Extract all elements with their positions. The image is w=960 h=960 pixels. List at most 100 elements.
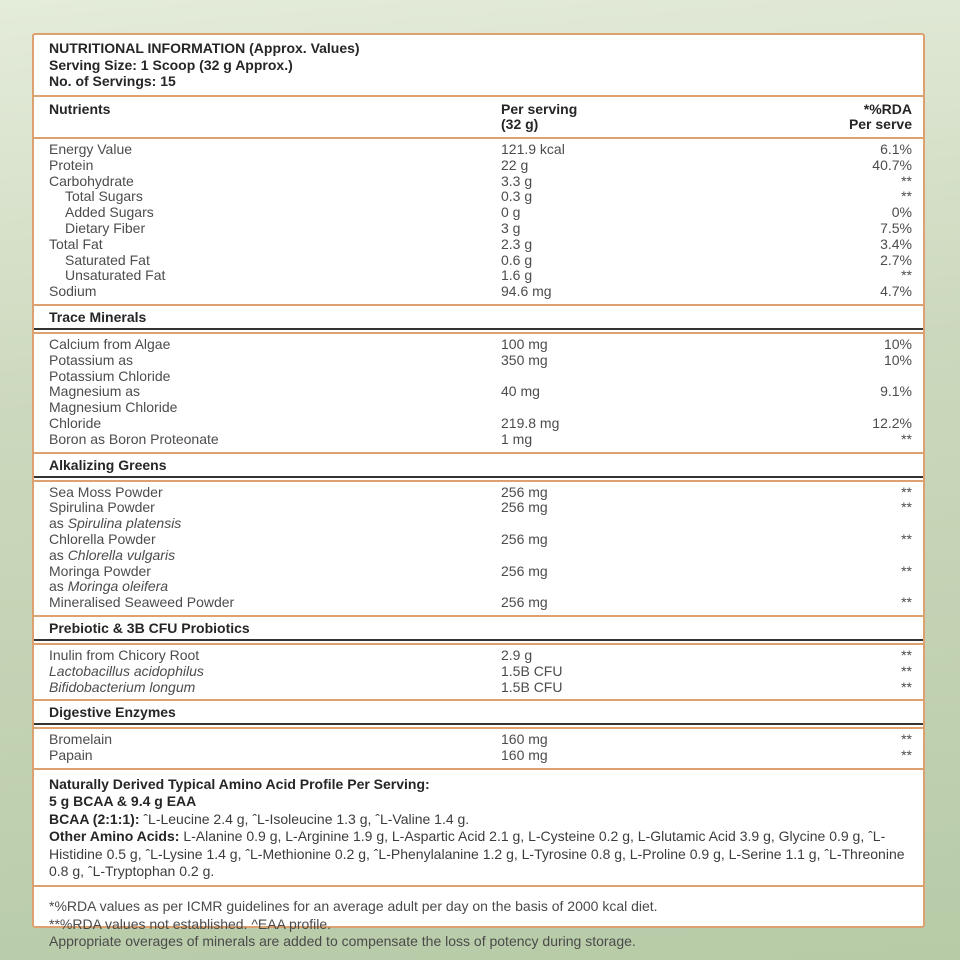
nutrient-rda: 2.7% [880,251,912,268]
nutrient-value: 22 g [501,156,529,173]
section-header: Trace Minerals [34,306,923,335]
nutrient-rda: ** [901,172,912,189]
nutrient-name-line: Magnesium as [49,383,141,400]
nutrient-rda: ** [901,483,912,500]
table-row: Potassium as Potassium Chloride 350 mg 10% [34,351,923,385]
nutrient-name-line: Carbohydrate [49,172,134,189]
column-header-inner: Nutrients Per serving (32 g) *%RDA Per s… [34,100,923,134]
nutrient-value: 40 mg [501,383,540,400]
nutrient-name-line: Bromelain [49,731,113,748]
nutrient-rda: 12.2% [872,415,912,432]
nutrient-name: Added Sugars [34,204,501,221]
nutrient-name: Dietary Fiber [34,220,501,237]
nutrient-name: Unsaturated Fat [34,268,501,284]
amino-acid-profile: Naturally Derived Typical Amino Acid Pro… [34,770,923,888]
nutrient-name-line: Dietary Fiber [65,220,146,237]
nutrient-name: Inulin from Chicory Root [34,647,501,664]
nutrient-value: 1 mg [501,430,533,447]
nutrient-name: Magnesium as Magnesium Chloride [34,384,501,416]
column-per-serving: Per serving (32 g) [501,101,813,134]
section-rows: Bromelain 160 mg ** Papain 160 mg ** [34,729,923,770]
table-row: Inulin from Chicory Root 2.9 g ** [34,647,923,664]
section-header: Digestive Enzymes [34,701,923,730]
nutrient-rda: ** [901,647,912,664]
table-row: Carbohydrate 3.3 g ** [34,172,923,190]
nutrient-name-line: Magnesium Chloride [49,399,178,416]
nutrient-value: 94.6 mg [501,283,552,300]
section-rows: Inulin from Chicory Root 2.9 g ** Lactobaci… [34,645,923,702]
nutrient-rda: 0% [891,204,912,221]
nutrient-name-line: Potassium as [49,351,134,368]
nutrient-name-line: Bifidobacterium longum [49,678,196,695]
nutrient-name-line: Protein [49,156,94,173]
table-row: Spirulina Powder as Spirulina platensis 25… [34,500,923,532]
table-row: Bifidobacterium longum 1.5B CFU ** [34,678,923,696]
nutrient-name-line: Spirulina Powder [49,499,155,516]
section-title: Digestive Enzymes [34,702,923,726]
nutrient-value: 350 mg [501,351,548,368]
nutrient-rda: ** [901,531,912,548]
column-rda-line1: *%RDA [863,100,912,117]
amino-other-label: Other Amino Acids: [49,828,180,845]
nutrient-rda: 10% [883,351,912,368]
table-row: Boron as Boron Proteonate 1 mg ** [34,430,923,448]
nutrient-name: Total Fat [34,236,501,253]
nutrient-rda: ** [901,499,912,516]
nutrient-name: Moringa Powder as Moringa oleifera [34,563,501,596]
nutrient-value: 1.5B CFU [501,662,563,679]
section-title: Trace Minerals [34,307,923,331]
nutrient-rda: ** [901,747,912,764]
table-row: Mineralised Seaweed Powder 256 mg ** [34,594,923,611]
footnote-rda: *%RDA values as per ICMR guidelines for … [49,898,658,915]
nutrient-name-line: Mineralised Seaweed Powder [49,594,235,611]
nutrient-name-line: Saturated Fat [65,251,150,268]
nutrient-value: 121.9 kcal [501,141,565,158]
table-row: Dietary Fiber 3 g 7.5% [34,220,923,237]
nutrient-name-line: Papain [49,747,93,764]
nutrient-rda: ** [901,731,912,748]
nutrient-rda: ** [901,662,912,679]
section-title: Alkalizing Greens [34,455,923,478]
table-row: Magnesium as Magnesium Chloride 40 mg 9.1% [34,384,923,416]
column-header-row: Nutrients Per serving (32 g) *%RDA Per s… [34,97,923,140]
nutrient-rda: 6.1% [880,141,912,158]
table-row: Chloride 219.8 mg 12.2% [34,415,923,432]
nutrient-value: 1.6 g [501,267,533,284]
nutrient-value: 1.5B CFU [501,678,563,695]
table-row: Sodium 94.6 mg 4.7% [34,283,923,300]
nutrient-rda: 9.1% [880,383,912,400]
nutrition-label-card: NUTRITIONAL INFORMATION (Approx. Values)… [32,33,925,949]
table-row: Total Sugars 0.3 g ** [34,189,923,205]
nutrient-value: 256 mg [501,594,548,611]
nutrient-name: Lactobacillus acidophilus [34,662,501,680]
nutrient-name-line: Chloride [49,415,102,432]
nutrient-name-line: Energy Value [49,141,133,158]
section-rows: Calcium from Algae 100 mg 10% Potassium as P… [34,334,923,454]
amino-heading-1: Naturally Derived Typical Amino Acid Pro… [49,776,430,792]
table-row: Moringa Powder as Moringa oleifera 256 mg *… [34,563,923,596]
nutrient-name-line: Calcium from Algae [49,336,171,353]
nutrient-rda: 10% [883,336,912,353]
nutrient-rda: ** [901,188,912,205]
nutrient-value: 219.8 mg [501,415,560,432]
label-header: NUTRITIONAL INFORMATION (Approx. Values)… [34,35,923,97]
nutrient-value: 160 mg [501,747,548,764]
column-per-serving-line2: (32 g) [501,116,539,133]
nutrient-name: Bromelain [34,732,501,748]
nutrient-name: Spirulina Powder as Spirulina platensis [34,500,501,532]
table-row: Total Fat 2.3 g 3.4% [34,235,923,253]
label-title: NUTRITIONAL INFORMATION (Approx. Values) [49,40,360,56]
serving-size: Serving Size: 1 Scoop (32 g Approx.) [49,56,293,73]
nutrient-value: 3 g [501,220,521,237]
nutrient-name: Energy Value [34,141,501,158]
nutrient-name: Saturated Fat [34,251,501,269]
nutrient-rda: ** [901,678,912,695]
column-rda: *%RDA Per serve [813,100,923,134]
nutrient-name: Calcium from Algae [34,336,501,353]
nutrient-name: Chlorella Powder as Chlorella vulgaris [34,531,501,564]
nutrient-name-line: Lactobacillus acidophilus [49,662,204,679]
table-row: Chlorella Powder as Chlorella vulgaris 256… [34,531,923,564]
nutrient-value: 2.3 g [501,235,533,252]
nutrient-value: 256 mg [501,531,548,548]
nutrient-name-line: Sea Moss Powder [49,483,163,500]
